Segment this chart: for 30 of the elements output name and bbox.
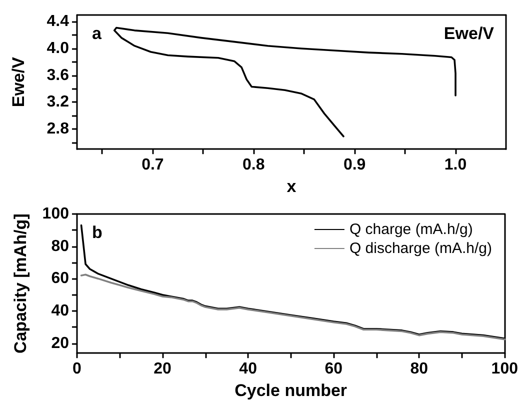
line-series xyxy=(80,274,506,340)
y-tick-label: 4.0 xyxy=(46,40,70,58)
y-tick-label: 20 xyxy=(51,334,70,352)
x-tick-label: 20 xyxy=(154,360,172,378)
x-axis-title: x xyxy=(286,177,297,196)
annotation: b xyxy=(92,223,102,242)
y-tick-label: 3.6 xyxy=(46,66,70,84)
x-tick-label: 0.9 xyxy=(343,156,366,174)
y-tick-label: 80 xyxy=(51,238,70,255)
y-axis-title: Capacity [mAh/g] xyxy=(11,214,30,354)
x-axis-title: Cycle number xyxy=(234,381,348,400)
annotation: Ewe/V xyxy=(444,24,495,43)
y-tick-label: 2.8 xyxy=(46,120,70,138)
x-tick-label: 40 xyxy=(239,360,258,378)
x-tick-label: 80 xyxy=(410,360,428,378)
y-tick-label: 4.4 xyxy=(46,13,70,30)
x-tick-label: 1.0 xyxy=(444,156,467,174)
x-tick-label: 60 xyxy=(324,360,343,378)
x-tick-label: 0 xyxy=(72,360,82,378)
y-tick-label: 100 xyxy=(42,206,70,222)
legend-label: Q charge (mA.h/g) xyxy=(349,221,473,238)
x-tick-label: 0.7 xyxy=(142,156,164,174)
x-tick-label: 0.8 xyxy=(242,156,265,174)
legend-label: Q discharge (mA.h/g) xyxy=(349,240,492,257)
y-tick-label: 3.2 xyxy=(46,94,70,111)
y-axis-title: Ewe/V xyxy=(9,56,28,108)
y-tick-label: 40 xyxy=(51,302,70,320)
y-tick-label: 60 xyxy=(51,270,70,288)
annotation: a xyxy=(92,24,102,43)
x-tick-label: 100 xyxy=(491,360,518,378)
